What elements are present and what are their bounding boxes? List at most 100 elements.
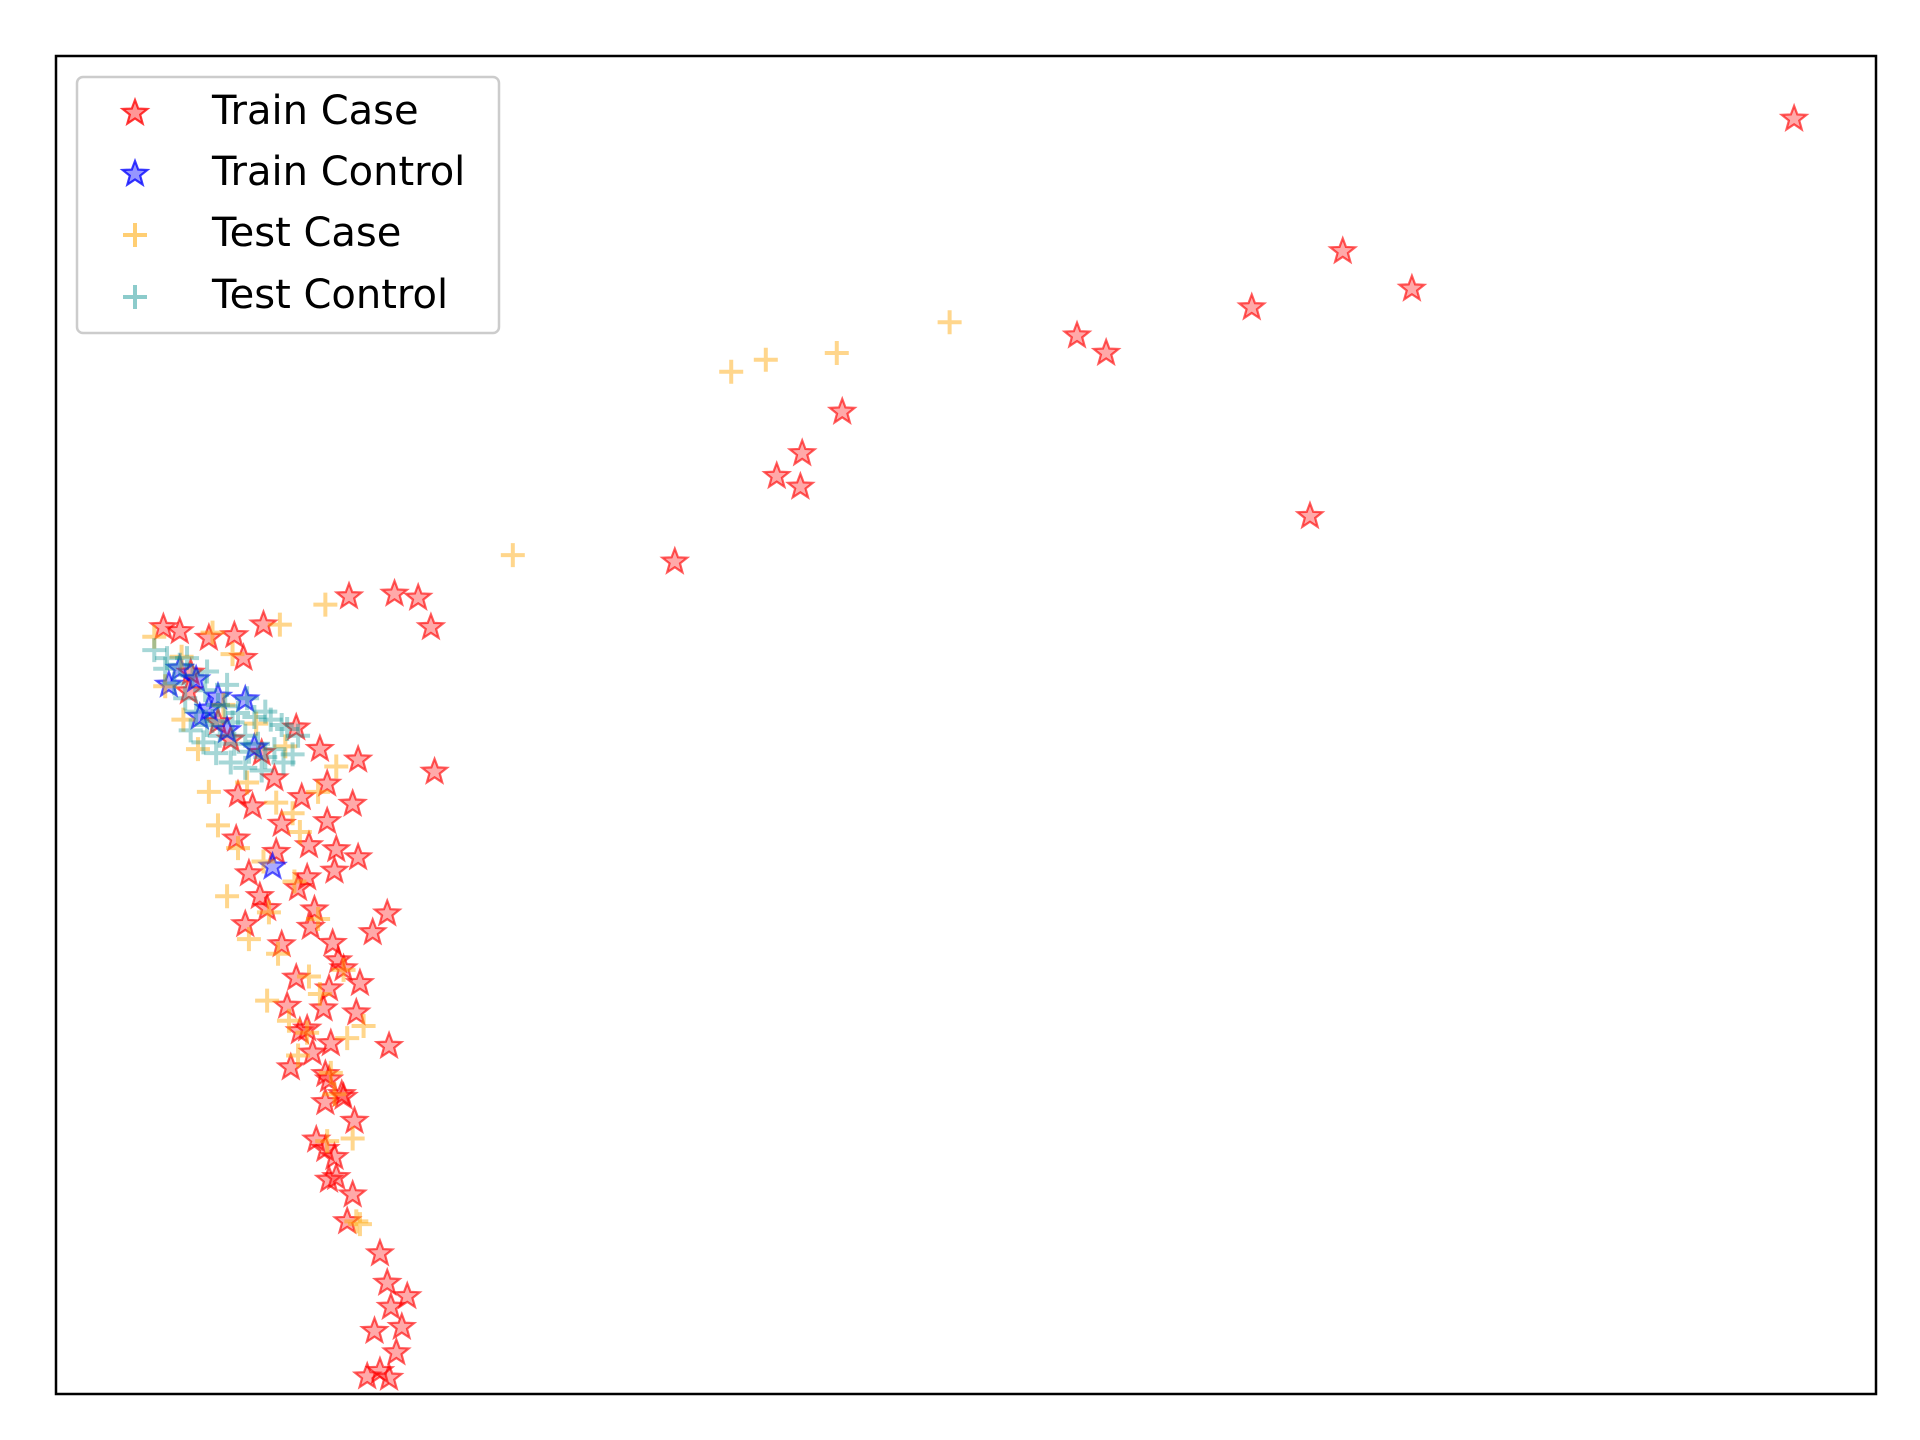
test-case-point — [344, 1209, 369, 1234]
train-case-point — [659, 545, 691, 575]
legend-box — [75, 75, 501, 335]
train-case-point — [1396, 272, 1428, 302]
test-case-point — [340, 1126, 365, 1151]
test-case-point — [215, 884, 240, 909]
test-control-point — [275, 717, 300, 742]
legend-marker-test-case — [123, 223, 147, 247]
test-case-point — [753, 347, 778, 372]
test-case-point — [169, 644, 194, 669]
test-control-point — [236, 739, 261, 764]
test-case-point — [142, 624, 167, 649]
train-case-point — [1061, 319, 1093, 349]
train-case-point — [284, 1015, 316, 1045]
train-case-point — [386, 1310, 418, 1341]
test-case-point — [205, 813, 230, 838]
test-control-point — [271, 750, 296, 775]
train-case-point — [295, 910, 327, 941]
test-case-point — [313, 592, 338, 617]
legend-markers — [119, 96, 151, 309]
test-control-point — [262, 737, 287, 762]
test-case-point — [266, 941, 291, 966]
test-control-point — [286, 723, 311, 748]
train-case-point — [337, 787, 369, 818]
test-control-point — [213, 694, 238, 719]
train-case-point — [761, 459, 793, 490]
train-case-point — [320, 833, 352, 863]
test-case-point — [236, 927, 261, 952]
train-case-point — [308, 992, 339, 1022]
train-case-point — [364, 1237, 396, 1267]
test-control-point — [249, 758, 274, 783]
train-case-point — [1090, 336, 1122, 367]
train-case-point — [260, 835, 292, 866]
points-layer — [142, 102, 1810, 1392]
train-case-point — [785, 470, 816, 500]
test-control-point — [153, 656, 178, 681]
test-case-point — [244, 711, 269, 736]
test-control-point — [193, 678, 218, 703]
test-case-point — [255, 988, 280, 1013]
train-case-point — [175, 656, 207, 686]
test-case-point — [280, 801, 305, 826]
test-case-point — [307, 981, 332, 1006]
train-control-point — [239, 731, 270, 761]
train-case-point — [299, 893, 330, 923]
train-case-point — [259, 762, 290, 792]
train-case-point — [229, 908, 261, 938]
test-control-point — [242, 704, 267, 729]
test-case-point — [185, 737, 210, 762]
train-case-point — [244, 880, 276, 910]
legend-label-test-control: Test Control — [211, 272, 448, 318]
train-case-point — [342, 743, 374, 773]
legend-label-train-case: Train Case — [211, 88, 419, 134]
train-control-point — [211, 714, 243, 744]
train-case-point — [380, 1336, 412, 1366]
train-case-point — [315, 1027, 347, 1057]
train-case-point — [233, 857, 265, 887]
train-case-point — [375, 1290, 407, 1321]
train-case-point — [331, 1205, 363, 1235]
train-case-point — [322, 944, 354, 974]
test-control-point — [175, 646, 200, 671]
test-case-point — [196, 779, 221, 804]
train-case-point — [359, 1314, 390, 1345]
test-control-point — [226, 700, 250, 725]
train-case-point — [415, 611, 447, 641]
train-case-point — [310, 1086, 341, 1116]
test-control-point — [180, 663, 205, 688]
test-control-point — [253, 699, 278, 724]
test-control-point — [215, 672, 240, 697]
train-case-point — [310, 1058, 341, 1088]
test-control-point — [269, 713, 294, 737]
train-case-point — [340, 996, 372, 1026]
train-case-point — [271, 989, 303, 1020]
train-case-point — [222, 778, 254, 808]
train-case-point — [311, 767, 343, 797]
test-control-point — [173, 686, 198, 711]
train-case-point — [317, 926, 348, 957]
train-case-point — [280, 711, 312, 741]
test-case-point — [351, 1014, 376, 1039]
test-control-point — [207, 723, 232, 748]
train-case-point — [344, 967, 376, 997]
legend-marker-train-case — [119, 96, 151, 127]
test-case-point — [296, 964, 321, 989]
train-case-point — [248, 608, 279, 638]
train-control-point — [153, 668, 185, 698]
test-case-point — [220, 642, 245, 667]
train-case-point — [313, 1163, 345, 1193]
train-case-point — [148, 611, 179, 641]
test-case-point — [824, 341, 849, 366]
test-case-point — [264, 790, 289, 815]
train-control-point — [257, 850, 288, 880]
train-case-point — [228, 641, 259, 672]
test-control-point — [235, 686, 260, 711]
test-case-point — [286, 1043, 311, 1068]
train-case-point — [373, 1029, 405, 1060]
test-control-point — [184, 699, 209, 724]
test-control-point — [162, 671, 187, 696]
train-case-point — [220, 822, 252, 852]
test-case-point — [335, 1026, 360, 1051]
train-case-point — [419, 755, 450, 785]
train-case-point — [297, 1036, 328, 1066]
